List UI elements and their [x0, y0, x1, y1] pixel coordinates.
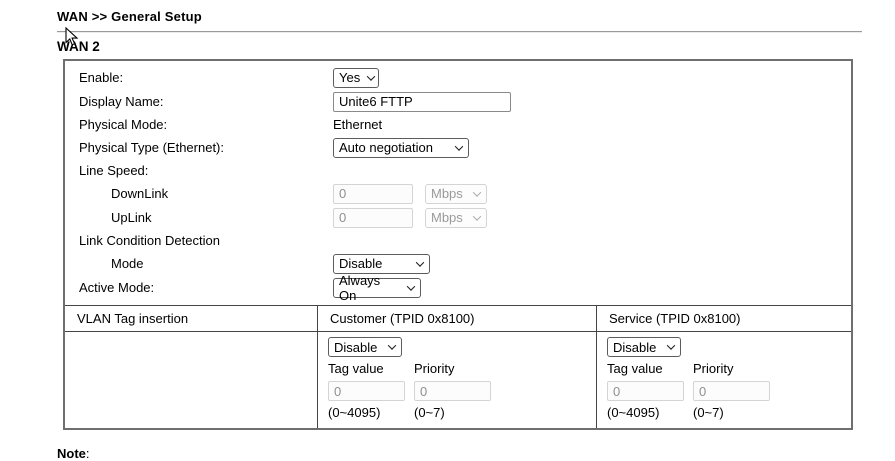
physical-mode-row: Physical Mode: Ethernet	[65, 114, 851, 135]
chevron-down-icon	[387, 341, 397, 350]
vlan-table-body: Disable Tag value Priority (0~4095) (0~7…	[65, 332, 851, 428]
note-label: Note	[57, 446, 86, 461]
physical-type-label: Physical Type (Ethernet):	[79, 140, 224, 155]
uplink-row: UpLink Mbps	[65, 206, 851, 229]
link-condition-row: Link Condition Detection	[65, 230, 851, 251]
wan-general-setup-page: WAN >> General Setup WAN 2 Enable: Yes D…	[57, 9, 862, 461]
vlan-header-insertion: VLAN Tag insertion	[77, 311, 189, 326]
customer-priority-range-hint: (0~7)	[414, 405, 445, 420]
breadcrumb: WAN >> General Setup	[57, 9, 202, 24]
mode-select-value: Disable	[339, 256, 383, 271]
vlan-service-cell: Disable Tag value Priority (0~4095) (0~7…	[596, 332, 851, 428]
downlink-unit-value: Mbps	[431, 186, 463, 201]
service-vlan-select-value: Disable	[613, 339, 657, 355]
wan2-settings-panel: Enable: Yes Display Name: Physical Mode:	[63, 59, 853, 430]
vlan-tag-table: VLAN Tag insertion Customer (TPID 0x8100…	[65, 305, 851, 428]
customer-priority-input	[414, 381, 491, 401]
service-tag-value-label: Tag value	[607, 361, 663, 376]
header-divider	[57, 31, 862, 33]
chevron-down-icon	[666, 341, 676, 350]
link-condition-label: Link Condition Detection	[79, 233, 220, 248]
customer-tag-value-label: Tag value	[328, 361, 384, 376]
service-tag-range-hint: (0~4095)	[607, 405, 660, 420]
note-heading: Note:	[57, 446, 812, 461]
downlink-unit-select: Mbps	[425, 183, 487, 204]
chevron-down-icon	[366, 71, 376, 81]
line-speed-row: Line Speed:	[65, 160, 851, 181]
enable-row: Enable: Yes	[65, 66, 851, 89]
vlan-empty-cell	[65, 332, 317, 428]
customer-vlan-select-value: Disable	[334, 339, 378, 355]
mode-row: Mode Disable	[65, 252, 851, 275]
display-name-input[interactable]	[333, 91, 511, 112]
uplink-unit-value: Mbps	[431, 210, 463, 225]
mode-label: Mode	[111, 256, 144, 271]
service-priority-range-hint: (0~7)	[693, 405, 724, 420]
physical-type-select-value: Auto negotiation	[339, 140, 433, 155]
customer-tag-value-input	[328, 381, 405, 401]
uplink-unit-select: Mbps	[425, 207, 487, 228]
display-name-label: Display Name:	[79, 94, 164, 109]
active-mode-row: Active Mode: Always On	[65, 273, 851, 303]
display-name-row: Display Name:	[65, 90, 851, 113]
note-colon: :	[85, 446, 90, 461]
chevron-down-icon	[406, 281, 416, 291]
enable-label: Enable:	[79, 70, 124, 85]
enable-select-value: Yes	[339, 70, 361, 85]
uplink-input	[333, 207, 413, 228]
customer-vlan-select[interactable]: Disable	[328, 337, 402, 357]
customer-priority-label: Priority	[414, 361, 455, 376]
line-speed-label: Line Speed:	[79, 163, 149, 178]
downlink-row: DownLink Mbps	[65, 182, 851, 205]
active-mode-select[interactable]: Always On	[333, 273, 421, 303]
vlan-customer-cell: Disable Tag value Priority (0~4095) (0~7…	[317, 332, 596, 428]
service-priority-input	[693, 381, 770, 401]
vlan-header-service: Service (TPID 0x8100)	[596, 306, 851, 331]
chevron-down-icon	[454, 141, 464, 151]
customer-tag-range-hint: (0~4095)	[328, 405, 381, 420]
uplink-label: UpLink	[111, 210, 152, 225]
vlan-table-header: VLAN Tag insertion Customer (TPID 0x8100…	[65, 306, 851, 332]
chevron-down-icon	[472, 211, 482, 221]
physical-mode-value: Ethernet	[333, 117, 383, 132]
active-mode-select-value: Always On	[339, 272, 381, 303]
downlink-label: DownLink	[111, 186, 169, 201]
wan2-form: Enable: Yes Display Name: Physical Mode:	[65, 61, 851, 305]
enable-select[interactable]: Yes	[333, 67, 379, 88]
physical-mode-label: Physical Mode:	[79, 117, 168, 132]
service-priority-label: Priority	[693, 361, 734, 376]
service-vlan-select[interactable]: Disable	[607, 337, 681, 357]
page-title: WAN 2	[57, 39, 100, 54]
physical-type-row: Physical Type (Ethernet): Auto negotiati…	[65, 136, 851, 159]
downlink-input	[333, 183, 413, 204]
physical-type-select[interactable]: Auto negotiation	[333, 137, 469, 158]
chevron-down-icon	[415, 257, 425, 267]
service-tag-value-input	[607, 381, 684, 401]
active-mode-label: Active Mode:	[79, 280, 155, 295]
vlan-header-customer: Customer (TPID 0x8100)	[317, 306, 596, 331]
chevron-down-icon	[472, 187, 482, 197]
mode-select[interactable]: Disable	[333, 253, 430, 274]
